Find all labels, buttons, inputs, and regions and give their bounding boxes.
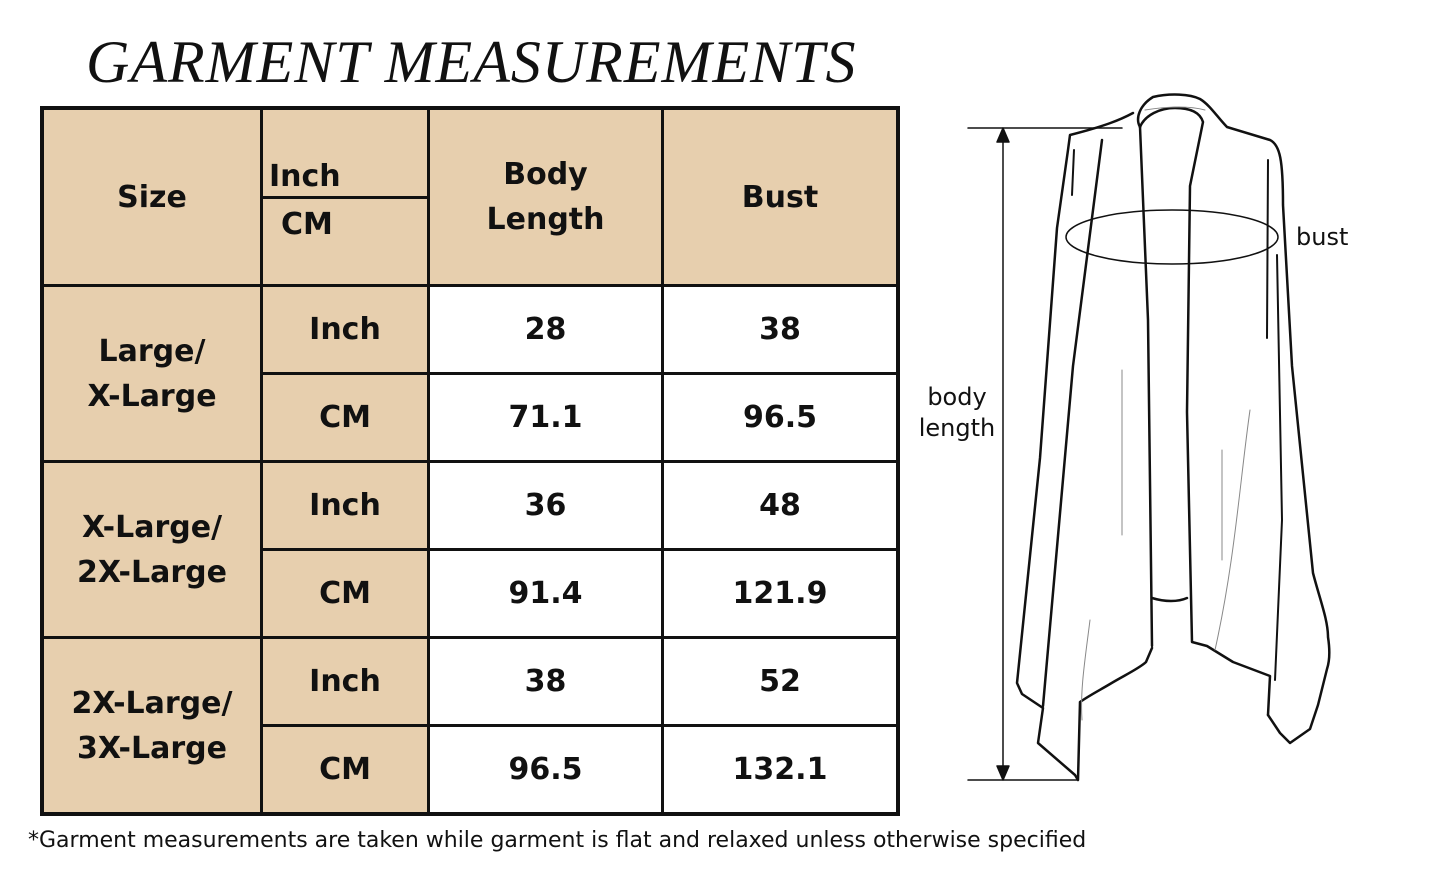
unit-cell: CM — [260, 548, 430, 639]
body-length-label-line1: body — [927, 383, 987, 411]
size-cell: 2X-Large/3X-Large — [40, 636, 263, 816]
cardigan-outline-icon — [1015, 93, 1331, 782]
body-length-cell: 28 — [427, 284, 664, 375]
bust-cell: 96.5 — [661, 372, 900, 463]
body-length-cell: 38 — [427, 636, 664, 727]
size-line2: 3X-Large — [77, 730, 227, 766]
bust-cell: 48 — [661, 460, 900, 551]
table-header-row: Size Inch CM Body Length Bust — [40, 106, 900, 287]
table-row: CM 91.4 121.9 — [42, 548, 900, 639]
body-length-cell: 96.5 — [427, 724, 664, 816]
size-line2: 2X-Large — [77, 554, 227, 590]
body-length-label: body length — [914, 382, 1000, 444]
header-body-length: Body Length — [427, 106, 664, 287]
header-body-length-line1: Body — [503, 157, 588, 192]
bust-cell: 132.1 — [661, 724, 900, 816]
bust-measure-ellipse — [1065, 209, 1279, 265]
body-length-cell: 91.4 — [427, 548, 664, 639]
header-body-length-line2: Length — [486, 202, 605, 237]
header-unit-cm: CM — [281, 207, 333, 242]
bust-cell: 121.9 — [661, 548, 900, 639]
unit-cell: CM — [260, 724, 430, 816]
unit-cell: Inch — [260, 284, 430, 375]
unit-cell: Inch — [260, 636, 430, 727]
header-size: Size — [40, 106, 263, 287]
fold-lines — [1081, 106, 1251, 721]
size-cell: Large/X-Large — [40, 284, 263, 463]
table-row: X-Large/2X-Large Inch 36 48 — [40, 460, 900, 639]
body-length-cell: 71.1 — [427, 372, 664, 463]
size-line1: Large/ — [98, 333, 206, 369]
bust-label: bust — [1296, 223, 1349, 251]
table-row: Large/X-Large Inch 28 38 — [40, 284, 900, 463]
size-line1: X-Large/ — [81, 509, 223, 545]
body-length-label-line2: length — [918, 414, 996, 442]
header-unit-divider — [263, 196, 427, 199]
table-row: 2X-Large/3X-Large Inch 38 52 — [40, 636, 900, 816]
body-length-cell: 36 — [427, 460, 664, 551]
size-line2: X-Large — [87, 378, 217, 414]
size-cell: X-Large/2X-Large — [40, 460, 263, 639]
size-line1: 2X-Large/ — [71, 685, 233, 721]
page-title: GARMENT MEASUREMENTS — [86, 29, 857, 95]
size-chart-table: Size Inch CM Body Length Bust Large/X-Lar… — [40, 106, 900, 816]
table-row: CM 71.1 96.5 — [42, 372, 900, 463]
header-unit-inch: Inch — [269, 159, 341, 194]
bust-cell: 52 — [661, 636, 900, 727]
table-row: CM 96.5 132.1 — [42, 724, 900, 816]
footnote: *Garment measurements are taken while ga… — [28, 828, 1087, 853]
unit-cell: CM — [260, 372, 430, 463]
header-bust: Bust — [661, 106, 900, 287]
bust-cell: 38 — [661, 284, 900, 375]
header-unit: Inch CM — [260, 106, 430, 287]
unit-cell: Inch — [260, 460, 430, 551]
